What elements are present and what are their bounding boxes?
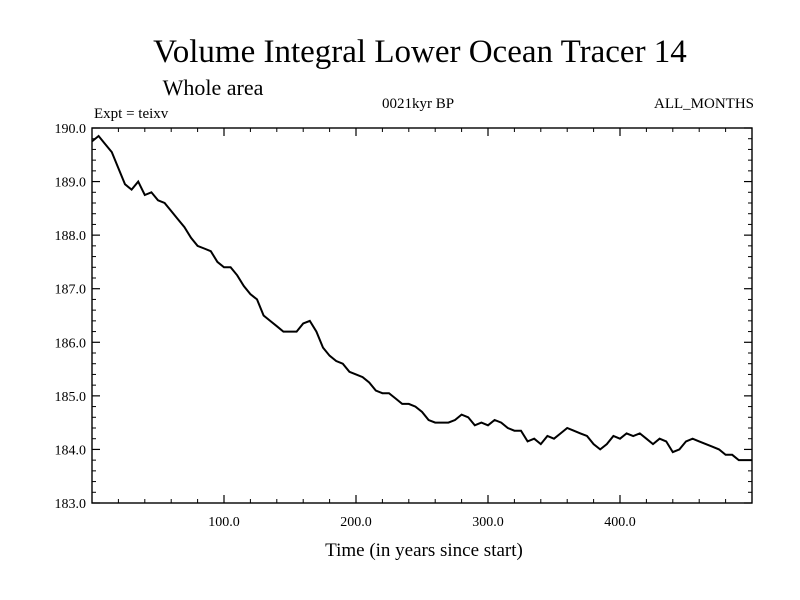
y-tick-label: 184.0 <box>55 443 87 458</box>
x-axis-tick-labels: 100.0 200.0 300.0 400.0 <box>208 515 636 530</box>
y-axis-tick-labels: 183.0 184.0 185.0 186.0 187.0 188.0 189.0 190.0 <box>55 122 87 512</box>
period-label: 0021kyr BP <box>382 96 454 112</box>
x-tick-label: 200.0 <box>340 515 372 530</box>
chart-subtitle: Whole area <box>163 75 264 100</box>
y-tick-label: 189.0 <box>55 176 87 191</box>
plot-frame <box>91 127 753 504</box>
y-axis-ticks <box>92 127 752 504</box>
x-tick-label: 300.0 <box>472 515 504 530</box>
y-tick-label: 190.0 <box>55 122 87 137</box>
x-tick-label: 400.0 <box>604 515 636 530</box>
x-axis-title: Time (in years since start) <box>325 540 523 561</box>
series-line <box>91 134 752 462</box>
y-tick-label: 183.0 <box>55 497 87 512</box>
months-label: ALL_MONTHS <box>654 96 754 112</box>
y-tick-label: 186.0 <box>55 336 87 351</box>
y-tick-label: 188.0 <box>55 229 87 244</box>
y-tick-label: 187.0 <box>55 283 87 298</box>
experiment-label: Expt = teixv <box>94 106 169 122</box>
x-tick-label: 100.0 <box>208 515 240 530</box>
x-axis-ticks <box>117 128 727 503</box>
y-tick-label: 185.0 <box>55 390 87 405</box>
chart-title: Volume Integral Lower Ocean Tracer 14 <box>153 34 687 70</box>
